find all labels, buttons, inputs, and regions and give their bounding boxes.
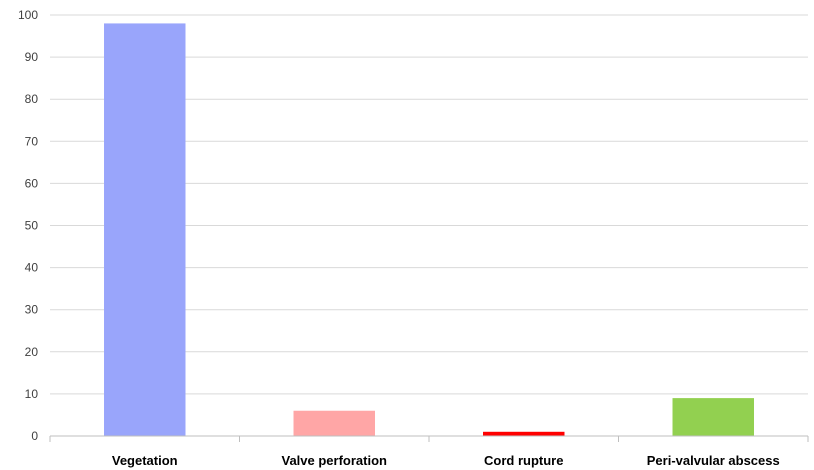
bar (104, 23, 186, 436)
y-tick-label: 60 (25, 176, 39, 190)
x-category-label: Valve perforation (282, 453, 388, 468)
bar (672, 398, 754, 436)
bar (293, 410, 375, 436)
bars (104, 23, 754, 436)
y-tick-label: 100 (18, 8, 38, 22)
y-tick-label: 10 (25, 387, 39, 401)
bar (483, 431, 565, 436)
x-category-label: Vegetation (112, 453, 178, 468)
x-axis-category-labels: Vegetation Valve perforation Cord rupture P… (112, 453, 780, 468)
y-tick-label: 30 (25, 303, 39, 317)
y-tick-label: 50 (25, 219, 39, 233)
y-axis-tick-labels: 0 10 20 30 40 50 60 70 80 90 100 (18, 8, 38, 443)
y-tick-label: 20 (25, 345, 39, 359)
y-tick-label: 90 (25, 50, 39, 64)
y-tick-label: 80 (25, 92, 39, 106)
x-category-label: Cord rupture (484, 453, 563, 468)
y-tick-label: 0 (31, 429, 38, 443)
x-category-label: Peri-valvular abscess (647, 453, 780, 468)
y-tick-label: 70 (25, 134, 39, 148)
y-tick-label: 40 (25, 261, 39, 275)
x-axis (49, 435, 809, 442)
